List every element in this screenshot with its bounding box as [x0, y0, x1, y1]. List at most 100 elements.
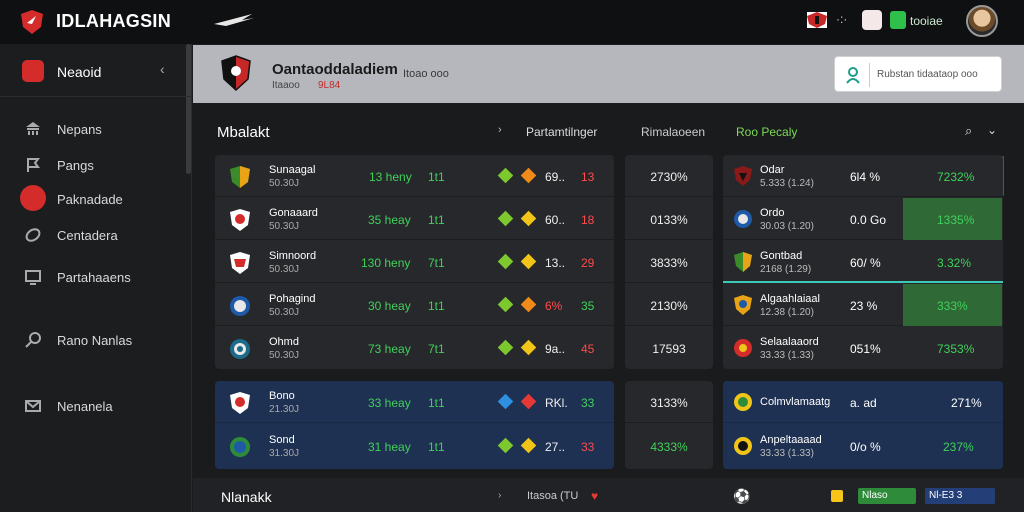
odds-value[interactable]: 6l4 %	[850, 170, 881, 184]
odd-value[interactable]: 13..	[545, 256, 566, 270]
chevron-right-icon[interactable]: ›	[498, 124, 502, 136]
odd-value[interactable]: 6%	[545, 299, 563, 313]
orange-diamond-icon	[520, 296, 537, 313]
odds-value[interactable]: 23 %	[850, 299, 878, 313]
odds-value[interactable]: 051%	[850, 342, 881, 356]
team-crest-icon	[230, 437, 250, 457]
team-crest-icon	[230, 296, 250, 316]
odds-value[interactable]: 130 heny	[361, 256, 411, 270]
chevron-down-icon[interactable]: ⌄	[987, 123, 998, 137]
odds-value[interactable]: 0.0 Go	[850, 213, 887, 227]
sidebar-item-nenanela[interactable]: Nenanela	[0, 391, 186, 421]
table-row[interactable]: 17593	[625, 327, 713, 369]
table-row[interactable]: 3133%	[625, 381, 713, 423]
sidebar-item-nepans[interactable]: Nepans	[0, 114, 186, 144]
more-dots-icon[interactable]: ·:·	[836, 12, 848, 26]
sidebar-top-label: Neaoid	[57, 64, 102, 80]
team-odds-sub: 30.03 (1.20)	[760, 221, 814, 232]
yellow-diamond-icon	[520, 437, 537, 454]
odd-value[interactable]: 27..	[545, 440, 566, 454]
sidebar-item-label: Pangs	[57, 158, 94, 173]
sidebar-item-rano-nanlas[interactable]: Rano Nanlas	[0, 325, 186, 355]
odds-value[interactable]: 35 heay	[368, 213, 411, 227]
sidebar-scrollbar[interactable]	[186, 44, 191, 174]
team-time: 50.30J	[269, 221, 300, 232]
avatar[interactable]	[966, 5, 998, 37]
table-row[interactable]: Anpeltaaaad 33.33 (1.33) 0/o % 237%	[723, 425, 1003, 467]
odd-value[interactable]: 69..	[545, 170, 566, 184]
team-crest-icon	[734, 166, 752, 186]
team-crest-icon	[734, 210, 752, 228]
odds-value[interactable]: 73 heay	[368, 342, 411, 356]
odds-value[interactable]: 31 heay	[368, 440, 411, 454]
table-row[interactable]: Simnoord 50.30J 130 heny 7t1 13.. 29	[215, 241, 614, 283]
sidebar-collapse-row[interactable]: Neaoid ‹	[0, 56, 192, 90]
table-row[interactable]: Gonaaard 50.30J 35 heay 1t1 60.. 18	[215, 198, 614, 240]
team-name: Gonaaard	[269, 207, 318, 219]
table-row[interactable]: Odar 5.333 (1.24) 6l4 % 7232%	[723, 155, 1003, 197]
table-row[interactable]: 0133%	[625, 198, 713, 240]
green-diamond-icon	[497, 253, 514, 270]
sidebar-item-partahaaens[interactable]: Partahaaens	[0, 262, 186, 292]
heart-icon[interactable]: ♥	[591, 489, 599, 503]
table-row[interactable]: Sunaagal 50.30J 13 heny 1t1 69.. 13	[215, 155, 614, 197]
green-tag[interactable]: Nlaso	[858, 488, 916, 504]
table-row[interactable]: Pohagind 50.30J 30 heay 1t1 6% 35	[215, 284, 614, 326]
green-diamond-icon	[497, 339, 514, 356]
notification-badge-icon[interactable]	[862, 10, 882, 30]
chevron-right-icon[interactable]: ›	[498, 490, 502, 501]
odds-value[interactable]: 30 heay	[368, 299, 411, 313]
table-row[interactable]: Ohmd 50.30J 73 heay 7t1 9a.. 45	[215, 327, 614, 369]
table-row[interactable]: Algaahlaiaal 12.38 (1.20) 23 % 333%	[723, 284, 1003, 326]
search-icon[interactable]: ⌕	[965, 123, 973, 138]
table-row[interactable]: 3833%	[625, 241, 713, 283]
odd-value[interactable]: RKl.	[545, 396, 568, 410]
highlight-cell	[903, 198, 1002, 240]
sidebar-item-centadera[interactable]: Centadera	[0, 220, 186, 250]
team-name: Bono	[269, 390, 295, 402]
team-crest-icon	[230, 339, 250, 359]
column-header-1[interactable]: Partamtilnger	[526, 125, 598, 139]
table-row[interactable]: 2730%	[625, 155, 713, 197]
score-value: 1t1	[428, 299, 445, 313]
team-name: Pohagind	[269, 293, 316, 305]
table-row[interactable]: Gontbad 2168 (1.29) 60/ % 3.32%	[723, 241, 1003, 283]
team-name: Sond	[269, 434, 295, 446]
match-header: Oantaoddaladiem Itoao ooo Itaaoo 9L84 Ru…	[193, 45, 1024, 103]
shield-logo-icon[interactable]	[20, 9, 44, 35]
team-odds-sub: 12.38 (1.20)	[760, 307, 814, 318]
column-header-3[interactable]: Roo Pecaly	[736, 125, 798, 139]
team-time: 21.30J	[269, 404, 300, 415]
table-row[interactable]: Ordo 30.03 (1.20) 0.0 Go 1335%	[723, 198, 1003, 240]
odds-value[interactable]: 13 heny	[369, 170, 412, 184]
team-name: Anpeltaaaad	[760, 434, 822, 446]
odds-value[interactable]: 0/o %	[850, 440, 881, 454]
sidebar: Neaoid ‹ Nepans Pangs Paknadade Centader…	[0, 44, 192, 512]
odds-value[interactable]: 60/ %	[850, 256, 881, 270]
table-row[interactable]: Bono 21.30J 33 heay 1t1 RKl. 33	[215, 381, 614, 423]
soccer-ball-icon[interactable]: ⚽	[733, 488, 751, 504]
blue-tag[interactable]: Nl-E3 3	[925, 488, 995, 504]
odd-value[interactable]: 9a..	[545, 342, 566, 356]
team-time: 50.30J	[269, 307, 300, 318]
sidebar-item-label: Rano Nanlas	[57, 333, 133, 348]
chevron-left-icon[interactable]: ‹	[160, 61, 165, 77]
sidebar-item-paknadade[interactable]: Paknadade	[0, 184, 186, 214]
odds-value[interactable]: 33 heay	[368, 396, 411, 410]
table-row[interactable]: Colmvlamaatg a. ad 271%	[723, 381, 1003, 423]
wallet-icon[interactable]	[890, 11, 906, 29]
odds-value[interactable]: a. ad	[850, 396, 877, 410]
search-input[interactable]: Rubstan tidaataop ooo	[834, 56, 1002, 92]
table-row[interactable]: 2130%	[625, 284, 713, 326]
team-crest-icon	[230, 166, 250, 188]
odd-value[interactable]: 60..	[545, 213, 566, 227]
table-row[interactable]: Selaalaaord 33.33 (1.33) 051% 7353%	[723, 327, 1003, 369]
table-row[interactable]: 4333%	[625, 425, 713, 467]
bank-icon	[26, 122, 40, 135]
sidebar-item-pangs[interactable]: Pangs	[0, 150, 186, 180]
match-list-panel: Sunaagal 50.30J 13 heny 1t1 69.. 13 Gona…	[215, 155, 614, 369]
column-header-2[interactable]: Rimalaoeen	[641, 125, 706, 139]
table-row[interactable]: Sond 31.30J 31 heay 1t1 27.. 33	[215, 425, 614, 467]
club-flag-icon[interactable]	[806, 10, 828, 30]
section-label: Itasoa (TU	[527, 490, 579, 502]
